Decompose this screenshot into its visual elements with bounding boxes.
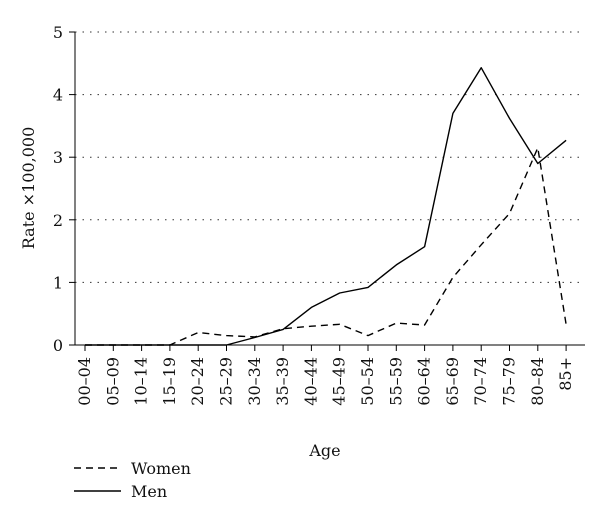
x-tick-label: 75–79 xyxy=(500,357,519,406)
x-tick-label: 20–24 xyxy=(188,357,207,406)
grid-layer xyxy=(75,31,585,283)
legend-label-men: Men xyxy=(131,482,167,501)
axes-layer: 0 1 2 3 4 5 00–04 05–09 10–14 15–19 20–24 25–29 30–3… xyxy=(53,23,585,406)
y-tick-label: 4 xyxy=(53,86,63,105)
series-line-men xyxy=(85,66,567,346)
x-tick-label: 05–09 xyxy=(103,357,122,406)
y-tick-label: 3 xyxy=(53,148,63,167)
y-tick-label: 5 xyxy=(53,23,63,42)
x-tick-label: 55–59 xyxy=(386,357,405,406)
x-tick-label: 65–69 xyxy=(443,357,462,406)
x-tick-label: 60–64 xyxy=(415,357,434,406)
x-tick-label: 85+ xyxy=(556,357,575,391)
legend-label-women: Women xyxy=(131,459,191,478)
x-tick-label: 10–14 xyxy=(132,357,151,406)
x-tick-label: 70–74 xyxy=(471,357,490,406)
series-layer xyxy=(85,66,567,346)
y-axis-title: Rate ×100,000 xyxy=(19,127,38,250)
y-tick-label: 2 xyxy=(53,211,63,230)
x-tick-label: 00–04 xyxy=(75,357,94,406)
x-tick-label: 45–49 xyxy=(330,357,349,406)
legend: Women Men xyxy=(74,459,191,501)
x-tick-label: 25–29 xyxy=(217,357,236,406)
x-tick-label: 15–19 xyxy=(160,357,179,406)
x-tick-label: 80–84 xyxy=(528,357,547,406)
x-tick-label: 50–54 xyxy=(358,357,377,406)
x-tick-label: 35–39 xyxy=(273,357,292,406)
x-axis-title: Age xyxy=(308,441,340,460)
x-tick-label: 40–44 xyxy=(301,357,320,406)
series-line-women xyxy=(85,147,567,346)
y-tick-label: 1 xyxy=(53,273,63,292)
y-tick-label: 0 xyxy=(53,336,63,355)
x-tick-label: 30–34 xyxy=(245,357,264,406)
